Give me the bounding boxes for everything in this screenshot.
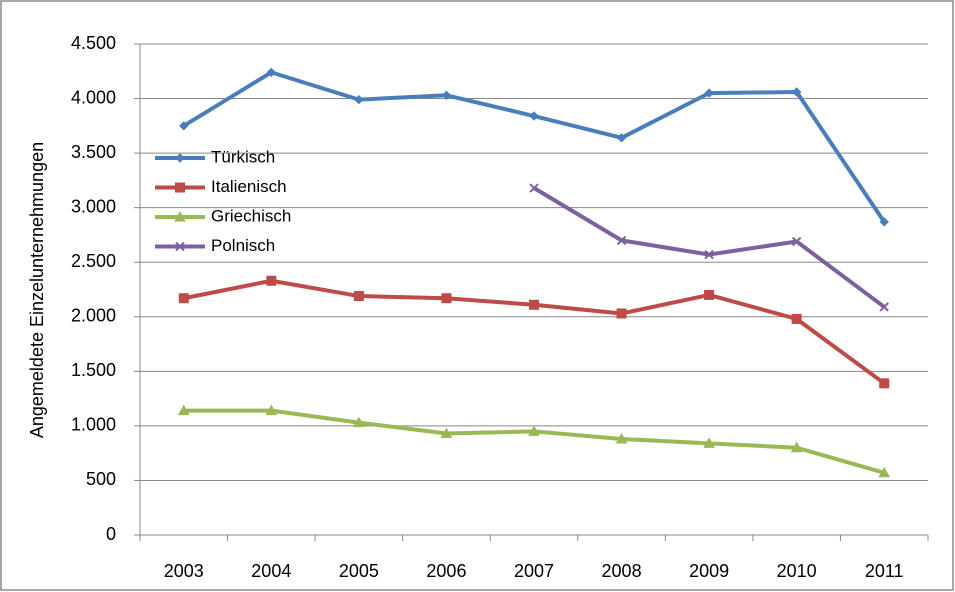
y-tick-label: 2.000 — [71, 306, 116, 326]
x-tick-label: 2007 — [514, 561, 554, 581]
y-tick-label: 4.000 — [71, 87, 116, 107]
x-tick-label: 2011 — [865, 561, 904, 581]
x-tick-label: 2005 — [339, 561, 379, 581]
legend-label: Italienisch — [211, 177, 287, 196]
data-point — [266, 275, 277, 286]
data-point — [791, 313, 802, 324]
legend-marker — [175, 182, 185, 193]
data-point — [353, 291, 364, 302]
legend-label: Polnisch — [211, 236, 275, 255]
y-tick-label: 1.000 — [71, 415, 116, 435]
data-point — [179, 121, 189, 131]
data-point — [353, 416, 365, 428]
data-point — [616, 133, 627, 143]
data-point — [441, 293, 452, 304]
x-tick-label: 2009 — [689, 561, 729, 581]
y-tick-label: 3.500 — [71, 142, 116, 162]
x-tick-label: 2003 — [164, 561, 204, 581]
y-tick-label: 2.500 — [71, 251, 116, 271]
data-point — [616, 308, 627, 319]
data-point — [178, 293, 189, 304]
y-tick-label: 500 — [86, 469, 116, 489]
data-point — [265, 404, 278, 416]
data-point — [266, 67, 277, 78]
data-point — [704, 88, 714, 98]
legend-marker — [174, 210, 186, 222]
y-tick-label: 4.500 — [71, 33, 116, 53]
data-point — [879, 217, 889, 227]
data-point — [791, 236, 802, 247]
y-tick-label: 0 — [106, 524, 116, 544]
data-point — [616, 235, 627, 246]
y-tick-label: 3.000 — [71, 196, 116, 216]
legend-marker — [175, 241, 185, 252]
data-point — [529, 111, 539, 121]
legend: Türkisch Italienisch Griechisch Polnisch — [155, 147, 291, 255]
data-point — [878, 466, 891, 478]
legend-label: Türkisch — [211, 147, 275, 166]
legend-marker — [175, 153, 185, 163]
data-point — [529, 183, 539, 193]
x-tick-label: 2010 — [777, 561, 817, 581]
x-tick-label: 2006 — [426, 561, 466, 581]
data-point — [440, 427, 453, 439]
x-tick-label: 2008 — [602, 561, 642, 581]
data-point — [615, 432, 628, 444]
data-point — [790, 441, 803, 453]
legend-label: Griechisch — [211, 206, 291, 225]
data-point — [704, 249, 714, 260]
y-axis-label: Angemeldete Einzelunternehmungen — [27, 142, 47, 438]
data-point — [791, 87, 802, 97]
data-point — [529, 299, 539, 310]
data-point — [354, 94, 364, 105]
data-point — [704, 289, 715, 300]
data-point — [441, 90, 452, 100]
y-tick-label: 1.500 — [71, 360, 116, 380]
data-point — [879, 378, 890, 389]
data-point — [879, 302, 889, 312]
data-point — [177, 404, 190, 416]
data-point — [528, 425, 540, 436]
data-point — [703, 437, 715, 448]
x-tick-label: 2004 — [251, 561, 291, 581]
